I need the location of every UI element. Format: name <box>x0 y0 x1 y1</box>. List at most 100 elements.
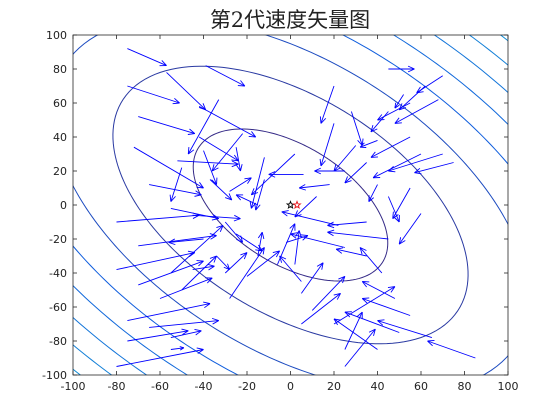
velocity-arrow <box>314 167 345 175</box>
velocity-arrow <box>198 136 239 162</box>
contour-line <box>73 35 508 375</box>
velocity-arrow <box>359 247 383 274</box>
velocity-arrow <box>268 171 304 178</box>
y-tick-label: -60 <box>49 301 67 314</box>
velocity-arrow <box>235 147 243 172</box>
velocity-arrow <box>170 346 185 351</box>
velocity-arrow <box>370 136 411 158</box>
velocity-arrow <box>394 99 439 124</box>
y-tick-label: -80 <box>49 335 67 348</box>
velocity-arrow <box>279 255 302 282</box>
velocity-arrow <box>319 85 335 124</box>
velocity-arrow <box>311 275 346 311</box>
velocity-arrow <box>138 260 204 286</box>
velocity-arrow <box>170 224 224 274</box>
velocity-arrow <box>246 250 281 277</box>
chart-title: 第2代速度矢量图 <box>210 8 370 32</box>
velocity-arrow <box>127 48 167 67</box>
velocity-arrows <box>116 48 476 367</box>
velocity-arrow <box>344 162 367 184</box>
y-tick-label: 20 <box>53 165 67 178</box>
x-tick-label: -80 <box>108 380 126 393</box>
x-tick-label: -100 <box>61 380 86 393</box>
velocity-arrow <box>198 106 257 138</box>
x-tick-label: -20 <box>238 380 256 393</box>
velocity-arrow <box>133 146 204 189</box>
velocity-arrow <box>211 133 243 172</box>
x-tick-label: 60 <box>414 380 428 393</box>
contour-line <box>112 65 469 345</box>
velocity-arrow <box>281 210 339 226</box>
y-tick-label: 0 <box>60 199 67 212</box>
velocity-arrow <box>372 153 422 179</box>
position-markers <box>285 200 302 209</box>
velocity-arrow <box>216 255 231 271</box>
velocity-arrow <box>370 111 389 133</box>
velocity-arrow <box>387 196 400 223</box>
x-tick-label: 80 <box>458 380 472 393</box>
velocity-arrow <box>229 247 265 299</box>
velocity-arrow <box>187 99 220 155</box>
velocity-arrow <box>333 145 357 172</box>
velocity-arrow <box>290 232 345 248</box>
velocity-arrow <box>301 292 341 325</box>
velocity-arrow <box>333 318 378 350</box>
velocity-arrow <box>394 94 404 109</box>
velocity-arrow <box>298 184 330 191</box>
velocity-arrow <box>116 212 200 223</box>
velocity-arrow <box>361 297 411 316</box>
velocity-arrow <box>350 111 364 146</box>
y-tick-label: -20 <box>49 233 67 246</box>
velocity-arrow <box>203 150 218 185</box>
velocity-arrow <box>257 231 265 257</box>
velocity-arrow <box>398 213 422 245</box>
velocity-arrow <box>388 65 415 73</box>
velocity-arrow <box>319 123 335 167</box>
contour-line <box>73 35 508 375</box>
y-tick-label: -40 <box>49 267 67 280</box>
velocity-arrow <box>169 167 183 202</box>
velocity-arrow <box>181 255 217 291</box>
velocity-arrow <box>327 221 367 229</box>
velocity-arrow <box>127 301 211 322</box>
velocity-arrow <box>388 153 443 173</box>
velocity-arrow <box>170 328 202 339</box>
velocity-arrow <box>414 162 454 175</box>
velocity-arrow <box>229 177 252 192</box>
y-tick-label: 40 <box>53 131 67 144</box>
velocity-arrow <box>149 184 202 197</box>
y-tick-label: -100 <box>42 369 67 382</box>
velocity-arrow <box>392 187 411 219</box>
velocity-arrow <box>344 328 376 367</box>
velocity-arrow <box>192 214 241 222</box>
velocity-arrow <box>427 340 476 359</box>
velocity-arrow <box>205 65 246 87</box>
velocity-arrow <box>416 75 443 94</box>
velocity-arrow <box>368 184 378 202</box>
velocity-arrow <box>127 85 180 105</box>
velocity-arrow <box>192 263 215 271</box>
velocity-arrow <box>361 281 396 299</box>
velocity-arrow <box>159 277 213 299</box>
velocity-arrow <box>377 319 433 339</box>
velocity-arrow <box>344 311 363 350</box>
y-tick-label: 80 <box>53 63 67 76</box>
velocity-arrow <box>235 194 259 206</box>
y-tick-label: 60 <box>53 97 67 110</box>
velocity-arrow <box>294 196 317 218</box>
velocity-arrow <box>127 328 189 342</box>
y-tick-label: 100 <box>46 29 67 42</box>
x-tick-label: 20 <box>327 380 341 393</box>
velocity-arrow <box>138 116 196 135</box>
velocity-arrow <box>344 311 400 333</box>
contour-line <box>192 128 389 282</box>
velocity-arrow <box>149 317 219 328</box>
velocity-arrow <box>377 102 411 121</box>
velocity-arrow <box>301 262 324 294</box>
x-tick-label: 40 <box>371 380 385 393</box>
velocity-arrow <box>116 347 204 367</box>
plot-area <box>73 35 508 375</box>
x-tick-label: 0 <box>287 380 294 393</box>
